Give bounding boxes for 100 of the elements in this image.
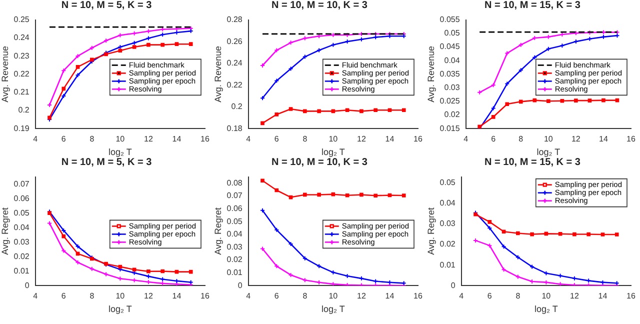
x-tick-label: 6: [61, 292, 66, 301]
y-tick-label: 0: [450, 280, 456, 290]
y-tick-label: 0.03: [440, 219, 456, 228]
x-tick-label: 8: [518, 134, 524, 144]
y-tick-label: 0.03: [444, 83, 460, 92]
y-tick-label: 0.01: [440, 260, 456, 270]
x-tick-label: 10: [328, 292, 338, 301]
x-tick-label: 10: [542, 292, 552, 301]
y-tick-label: 0.05: [14, 208, 30, 218]
x-axis-title: log₂ T: [322, 147, 346, 158]
y-tick-label: 0.02: [14, 252, 30, 261]
x-tick-label: 4: [33, 292, 38, 301]
x-tick-label: 10: [116, 134, 126, 144]
y-tick-label: 0.04: [14, 222, 30, 232]
y-tick-label: 0.26: [226, 36, 243, 46]
y-tick-label: 0.22: [14, 69, 30, 78]
x-tick-label: 4: [33, 134, 38, 144]
x-tick-label: 14: [385, 134, 395, 144]
y-tick-label: 0.08: [226, 178, 243, 188]
y-tick-label: 0.06: [226, 204, 243, 214]
x-tick-label: 16: [626, 134, 636, 144]
x-axis-title: log₂ T: [534, 304, 558, 314]
x-tick-label: 6: [491, 134, 496, 144]
chart-title: N = 10, M = 10, K = 3: [270, 0, 368, 11]
x-tick-label: 6: [61, 134, 66, 144]
y-tick-label: 0.05: [444, 28, 460, 38]
x-tick-label: 12: [570, 292, 580, 301]
x-tick-label: 14: [599, 134, 608, 144]
x-tick-label: 14: [598, 292, 608, 301]
x-tick-label: 12: [357, 292, 366, 301]
y-tick-label: 0.18: [226, 124, 243, 133]
x-tick-label: 10: [116, 292, 126, 301]
y-tick-label: 0: [24, 280, 30, 290]
y-tick-label: 0.2: [231, 102, 243, 112]
x-axis-title: log₂ T: [322, 304, 346, 314]
y-tick-label: 0: [238, 280, 243, 290]
x-tick-label: 12: [144, 134, 154, 144]
y-tick-label: 0.28: [226, 15, 243, 24]
y-tick-label: 0.025: [440, 96, 460, 106]
x-tick-label: 6: [274, 292, 280, 301]
x-tick-label: 8: [302, 134, 308, 144]
y-axis-title: Avg. Regret: [212, 207, 223, 255]
y-tick-label: 0.24: [14, 33, 30, 42]
chart-title: N = 10, M = 15, K = 3: [484, 157, 582, 168]
x-tick-label: 6: [487, 292, 492, 301]
x-axis-title: log₂ T: [108, 304, 132, 314]
y-tick-label: 0.07: [226, 191, 243, 200]
y-tick-label: 0.03: [14, 237, 30, 246]
x-tick-label: 12: [144, 292, 154, 301]
y-tick-label: 0.04: [440, 198, 456, 208]
chart-title: N = 10, M = 10, K = 3: [270, 157, 368, 168]
y-axis-title: Avg. Regret: [426, 207, 436, 255]
y-tick-label: 0.05: [440, 178, 456, 188]
y-tick-label: 0.21: [14, 88, 30, 97]
x-tick-label: 14: [172, 134, 182, 144]
y-tick-label: 0.23: [14, 51, 30, 60]
y-tick-label: 0.02: [440, 240, 456, 249]
y-tick-label: 0.015: [440, 124, 460, 133]
x-tick-label: 16: [414, 134, 423, 144]
x-tick-label: 8: [90, 292, 95, 301]
y-tick-label: 0.05: [226, 216, 243, 226]
y-tick-label: 0.24: [226, 58, 243, 68]
x-tick-label: 16: [626, 292, 636, 301]
x-tick-label: 10: [328, 134, 338, 144]
x-tick-label: 14: [385, 292, 395, 301]
y-tick-label: 0.06: [14, 194, 30, 203]
y-tick-label: 0.02: [444, 110, 460, 120]
x-axis-title: log₂ T: [536, 147, 561, 158]
y-axis-title: Avg. Regret: [0, 207, 10, 255]
y-tick-label: 0.03: [226, 242, 243, 252]
y-tick-label: 0.2: [18, 106, 30, 115]
y-tick-label: 0.055: [440, 15, 460, 24]
x-tick-label: 4: [459, 292, 464, 301]
y-tick-label: 0.04: [444, 56, 460, 65]
x-tick-label: 4: [246, 292, 252, 301]
x-tick-label: 12: [357, 134, 366, 144]
y-tick-label: 0.07: [14, 179, 30, 188]
y-tick-label: 0.22: [226, 80, 243, 90]
y-axis-title: Avg. Revenue: [212, 46, 223, 102]
x-tick-label: 10: [544, 134, 554, 144]
x-tick-label: 4: [246, 134, 252, 144]
chart-title: N = 10, M = 5, K = 3: [60, 0, 153, 11]
x-tick-label: 4: [464, 134, 469, 144]
y-tick-label: 0.25: [14, 15, 30, 24]
x-tick-label: 8: [516, 292, 521, 301]
x-tick-label: 8: [302, 292, 308, 301]
y-tick-label: 0.02: [226, 255, 243, 264]
y-axis-title: Avg. Revenue: [426, 46, 436, 102]
x-tick-label: 6: [274, 134, 280, 144]
y-tick-label: 0.01: [14, 266, 30, 276]
y-axis-title: Avg. Revenue: [0, 46, 10, 102]
y-tick-label: 0.035: [440, 69, 460, 78]
x-tick-label: 8: [90, 134, 95, 144]
x-tick-label: 16: [200, 134, 210, 144]
x-tick-label: 16: [414, 292, 423, 301]
x-tick-label: 16: [200, 292, 210, 301]
x-axis-title: log₂ T: [108, 147, 132, 158]
chart-title: N = 10, M = 5, K = 3: [60, 157, 153, 168]
y-tick-label: 0.045: [440, 42, 460, 52]
x-tick-label: 12: [571, 134, 581, 144]
